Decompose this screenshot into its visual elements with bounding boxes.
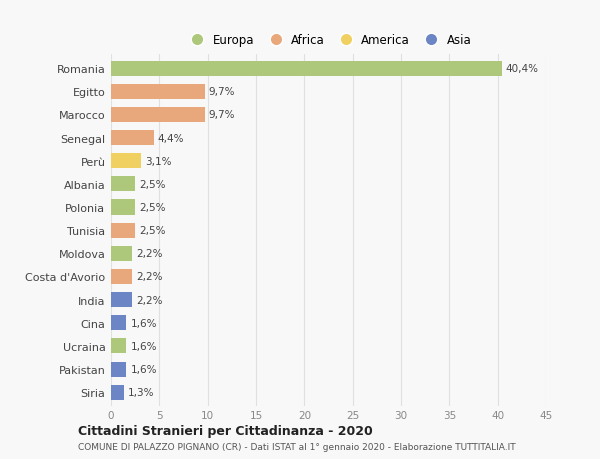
Text: COMUNE DI PALAZZO PIGNANO (CR) - Dati ISTAT al 1° gennaio 2020 - Elaborazione TU: COMUNE DI PALAZZO PIGNANO (CR) - Dati IS… [78, 442, 515, 451]
Text: 1,6%: 1,6% [130, 341, 157, 351]
Text: 2,5%: 2,5% [139, 179, 166, 190]
Text: Cittadini Stranieri per Cittadinanza - 2020: Cittadini Stranieri per Cittadinanza - 2… [78, 424, 373, 437]
Text: 40,4%: 40,4% [505, 64, 538, 74]
Bar [111, 200, 135, 215]
Bar [111, 339, 127, 354]
Bar [111, 223, 135, 238]
Text: 2,2%: 2,2% [136, 295, 163, 305]
Text: 4,4%: 4,4% [157, 133, 184, 143]
Text: 2,5%: 2,5% [139, 226, 166, 235]
Bar [111, 269, 132, 285]
Bar [111, 107, 205, 123]
Bar [111, 154, 141, 169]
Bar [111, 246, 132, 261]
Bar [111, 385, 124, 400]
Text: 3,1%: 3,1% [145, 157, 172, 166]
Bar [111, 292, 132, 308]
Text: 1,6%: 1,6% [130, 364, 157, 374]
Bar [111, 84, 205, 100]
Bar [111, 315, 127, 330]
Text: 1,6%: 1,6% [130, 318, 157, 328]
Legend: Europa, Africa, America, Asia: Europa, Africa, America, Asia [181, 29, 476, 52]
Bar [111, 177, 135, 192]
Bar [111, 131, 154, 146]
Text: 2,2%: 2,2% [136, 272, 163, 282]
Text: 9,7%: 9,7% [209, 87, 235, 97]
Text: 2,2%: 2,2% [136, 249, 163, 259]
Bar [111, 62, 502, 77]
Bar [111, 362, 127, 377]
Text: 2,5%: 2,5% [139, 202, 166, 213]
Text: 1,3%: 1,3% [127, 387, 154, 397]
Text: 9,7%: 9,7% [209, 110, 235, 120]
